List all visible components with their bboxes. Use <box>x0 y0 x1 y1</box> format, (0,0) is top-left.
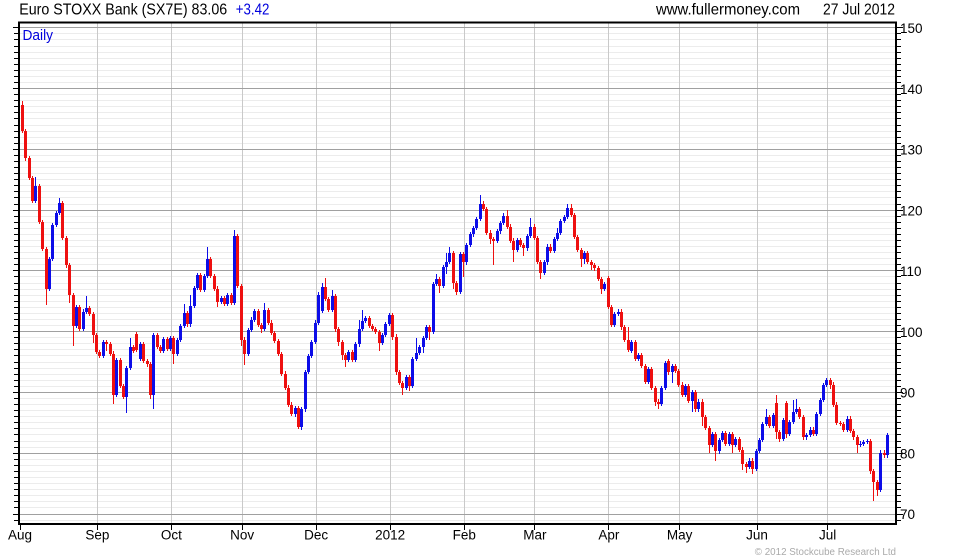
svg-text:Euro STOXX Bank (SX7E) 83.06: Euro STOXX Bank (SX7E) 83.06 <box>19 2 227 19</box>
svg-text:May: May <box>667 528 693 543</box>
svg-text:Mar: Mar <box>523 528 547 543</box>
svg-text:120: 120 <box>900 203 923 218</box>
svg-text:Apr: Apr <box>598 528 620 543</box>
svg-text:70: 70 <box>900 507 915 522</box>
svg-text:Oct: Oct <box>161 528 182 543</box>
svg-text:90: 90 <box>900 386 915 401</box>
svg-text:80: 80 <box>900 446 915 461</box>
svg-text:+3.42: +3.42 <box>236 2 270 19</box>
svg-text:100: 100 <box>900 325 923 340</box>
svg-text:www.fullermoney.com: www.fullermoney.com <box>655 2 800 19</box>
svg-text:150: 150 <box>900 21 923 36</box>
svg-text:110: 110 <box>900 264 922 279</box>
svg-text:Dec: Dec <box>304 528 328 543</box>
svg-text:Daily: Daily <box>23 27 54 44</box>
svg-text:27 Jul 2012: 27 Jul 2012 <box>823 2 895 19</box>
svg-text:140: 140 <box>900 82 923 97</box>
svg-text:Aug: Aug <box>8 528 32 543</box>
svg-text:2012: 2012 <box>375 528 405 543</box>
svg-text:Feb: Feb <box>453 528 476 543</box>
svg-text:Nov: Nov <box>230 528 254 543</box>
svg-text:Jul: Jul <box>819 528 836 543</box>
svg-text:Jun: Jun <box>746 528 768 543</box>
svg-text:130: 130 <box>900 143 923 158</box>
svg-text:© 2012 Stockcube Research Ltd: © 2012 Stockcube Research Ltd <box>755 547 896 558</box>
svg-text:Sep: Sep <box>85 528 109 543</box>
